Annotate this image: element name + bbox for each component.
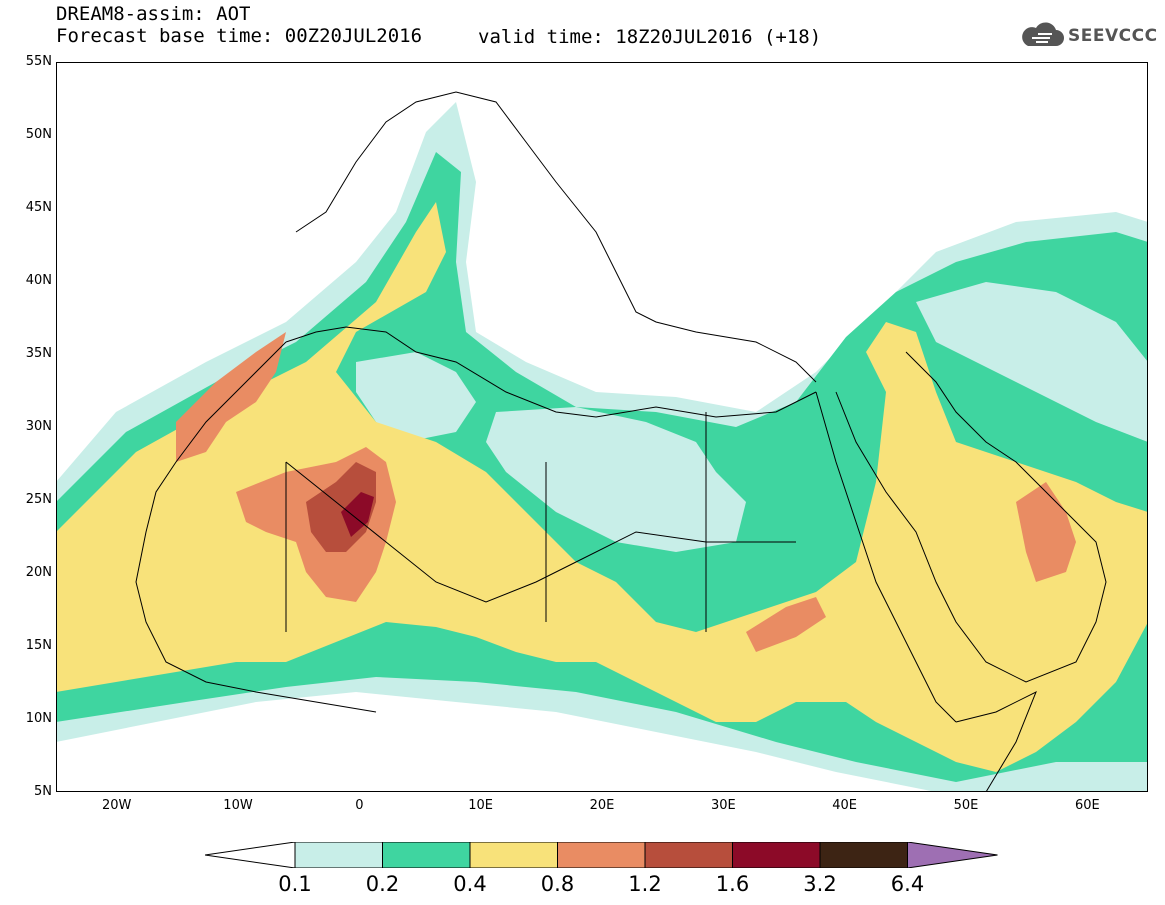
x-tick-label: 0 (355, 798, 364, 813)
aot-hole-egypt (486, 407, 746, 552)
x-tick-label: 40E (832, 798, 858, 813)
y-tick-label: 45N (25, 200, 52, 215)
cloud-icon (1022, 22, 1064, 46)
colorbar-label: 0.8 (540, 872, 575, 896)
colorbar-segment (644, 842, 733, 868)
y-tick-label: 25N (25, 492, 52, 507)
colorbar-label: 1.6 (715, 872, 750, 896)
aot-band-0.8-sudan (746, 597, 826, 652)
y-tick-label: 15N (25, 638, 52, 653)
x-tick-label: 10E (468, 798, 494, 813)
colorbar-label: 0.1 (278, 872, 312, 896)
colorbar-segment (294, 842, 383, 868)
aot-hole-iran (916, 282, 1148, 442)
aot-band-0.4 (56, 202, 1148, 772)
logo-text: SEEVCCC (1068, 26, 1158, 46)
coastline-red-sea (815, 391, 957, 723)
colorbar-label: 0.2 (365, 872, 400, 896)
colorbar-label: 3.2 (803, 872, 837, 896)
y-tick-label: 40N (25, 273, 52, 288)
x-tick-label: 60E (1074, 798, 1100, 813)
colorbar-segment (469, 842, 558, 868)
aot-hole-libya (356, 352, 476, 442)
seevccc-logo: SEEVCCC (1018, 22, 1158, 50)
coastline-horn (955, 690, 1037, 792)
colorbar-label: 0.4 (453, 872, 487, 896)
y-tick-label: 35N (25, 346, 52, 361)
x-tick-label: 30E (710, 798, 736, 813)
colorbar-label: 1.2 (628, 872, 662, 896)
colorbar-segment (732, 842, 821, 868)
colorbar-under-triangle (205, 842, 296, 868)
colorbar-label: 6.4 (890, 872, 925, 896)
x-tick-label: 20E (589, 798, 615, 813)
colorbar-segment (557, 842, 646, 868)
x-tick-label: 10W (223, 798, 253, 813)
coastline-europe (295, 91, 817, 383)
forecast-base-time: Forecast base time: 00Z20JUL2016 (56, 25, 423, 47)
x-tick-label: 20W (101, 798, 132, 813)
y-tick-label: 10N (25, 711, 52, 726)
aot-map (56, 62, 1148, 792)
y-tick-label: 55N (25, 54, 52, 69)
y-tick-label: 20N (25, 565, 52, 580)
coastline-north-africa (285, 326, 817, 418)
coastline-west-africa (135, 341, 377, 713)
y-tick-label: 30N (25, 419, 52, 434)
x-tick-label: 50E (953, 798, 979, 813)
colorbar-segment (819, 842, 908, 868)
colorbar-segment (382, 842, 471, 868)
title-line-1: DREAM8-assim: AOT (56, 3, 251, 25)
border-sahara-1 (285, 461, 577, 603)
aot-band-1.6 (341, 492, 374, 537)
valid-time: valid time: 18Z20JUL2016 (+18) (478, 26, 822, 48)
y-tick-label: 50N (25, 127, 52, 142)
coastline-arabia (835, 351, 1107, 683)
y-tick-label: 5N (34, 784, 52, 799)
colorbar (205, 842, 998, 868)
colorbar-over-triangle (907, 842, 998, 868)
